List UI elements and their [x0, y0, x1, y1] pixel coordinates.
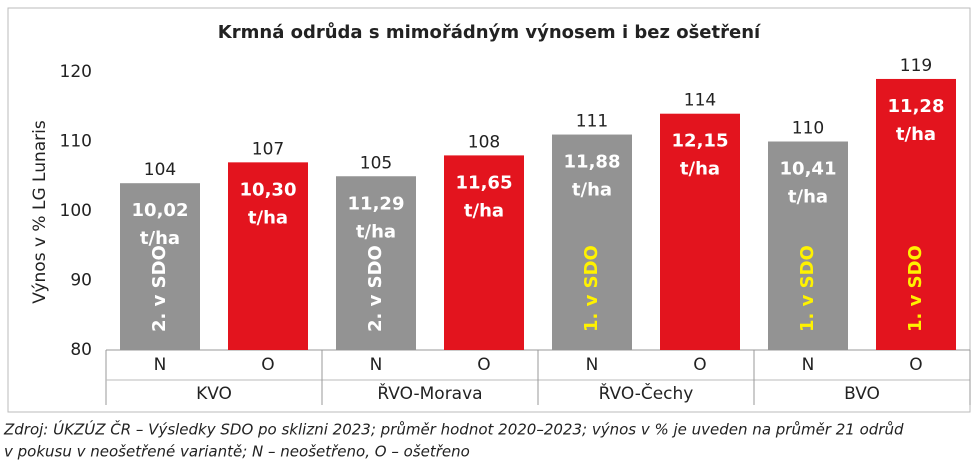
value-label: 105 [360, 153, 392, 173]
rank-label: 2. v SDO [149, 245, 170, 332]
x-tick-label: N [586, 355, 599, 375]
x-tick-label: O [477, 355, 490, 375]
bar [336, 176, 416, 350]
chart-title: Krmná odrůda s mimořádným výnosem i bez … [218, 21, 761, 43]
value-label: 119 [900, 56, 932, 76]
value-label: 110 [792, 119, 824, 139]
yield-label: t/ha [788, 187, 828, 208]
yield-label: t/ha [572, 180, 612, 201]
y-tick-label: 100 [60, 201, 92, 221]
yield-label: 11,65 [456, 172, 513, 193]
bar [228, 162, 308, 350]
x-tick-label: N [154, 355, 167, 375]
yield-label: t/ha [464, 200, 504, 221]
value-label: 108 [468, 132, 500, 152]
group-label: KVO [196, 384, 232, 404]
yield-label: t/ha [680, 159, 720, 180]
yield-label: 10,41 [780, 159, 837, 180]
frame [7, 7, 971, 413]
yield-label: 11,88 [564, 152, 621, 173]
bar [120, 183, 200, 350]
x-tick-label: O [261, 355, 274, 375]
value-label: 111 [576, 112, 608, 132]
bar [444, 155, 524, 350]
value-label: 114 [684, 91, 716, 111]
source: v pokusu v neošetřené variantě; N – neoš… [4, 443, 470, 461]
yield-label: t/ha [356, 221, 396, 242]
yield-label: 12,15 [672, 131, 729, 152]
x-tick-label: N [802, 355, 815, 375]
yield-label: t/ha [896, 124, 936, 145]
yield-label: 11,28 [888, 96, 945, 117]
yield-label: 10,02 [132, 200, 189, 221]
y-tick-label: 120 [60, 62, 92, 82]
value-label: 107 [252, 139, 284, 159]
yield-label: t/ha [248, 207, 288, 228]
y-tick-label: 110 [60, 132, 92, 152]
yield-label: 11,29 [348, 193, 405, 214]
bar [768, 141, 848, 350]
rank-label: 1. v SDO [581, 245, 602, 332]
value-label: 104 [144, 160, 176, 180]
rank-label: 1. v SDO [905, 245, 926, 332]
y-tick-label: 90 [70, 271, 92, 291]
x-tick-label: O [909, 355, 922, 375]
x-tick-label: O [693, 355, 706, 375]
source: Zdroj: ÚKZÚZ ČR – Výsledky SDO po sklizn… [3, 420, 904, 439]
y-axis-label: Výnos v % LG Lunaris [30, 120, 50, 304]
bar [552, 134, 632, 350]
y-tick-label: 80 [70, 340, 92, 360]
yield-label: 10,30 [240, 179, 297, 200]
bar [876, 78, 956, 350]
group-label: BVO [844, 384, 880, 404]
bar [660, 113, 740, 350]
rank-label: 2. v SDO [365, 245, 386, 332]
x-tick-label: N [370, 355, 383, 375]
group-label: ŘVO-Morava [377, 382, 482, 404]
yield-label: t/ha [140, 228, 180, 249]
rank-label: 1. v SDO [797, 245, 818, 332]
group-label: ŘVO-Čechy [599, 382, 694, 404]
